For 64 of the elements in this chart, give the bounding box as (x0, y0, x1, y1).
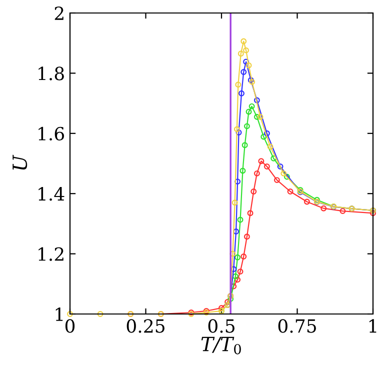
point (240, 38, 247, 44)
point (254, 170, 260, 176)
point (254, 97, 260, 104)
point (228, 296, 234, 302)
y-tick-label: 1.6 (38, 126, 64, 141)
point (243, 47, 250, 54)
point (340, 208, 346, 214)
x-tick-label: 0 (65, 319, 75, 333)
point (244, 234, 250, 240)
y-tick-label: 2 (54, 6, 64, 20)
point (370, 210, 376, 216)
point (67, 311, 73, 317)
point (237, 216, 244, 223)
point (320, 205, 327, 212)
point (277, 164, 284, 170)
x-tick-label: 0.75 (278, 319, 316, 333)
x-tick-label: 0.25 (126, 319, 164, 333)
y-tick-label: 1 (56, 307, 63, 321)
point (218, 304, 224, 311)
y-tick-label: 1.4 (38, 187, 64, 201)
x-tick-label: 1 (369, 319, 376, 333)
point (260, 134, 267, 140)
point (234, 178, 241, 185)
y-axis-title: U (12, 154, 28, 170)
point (240, 168, 246, 174)
y-tick-label: 1.2 (38, 247, 64, 261)
point (234, 126, 240, 132)
point (304, 198, 310, 205)
point (258, 158, 264, 164)
point (247, 210, 254, 216)
point (254, 114, 260, 120)
point (230, 266, 237, 272)
point (240, 254, 247, 260)
point (250, 188, 257, 194)
point (270, 155, 277, 162)
point (238, 90, 244, 96)
point (257, 114, 264, 120)
point (97, 311, 104, 317)
point (264, 130, 270, 136)
point (240, 69, 247, 75)
point (284, 174, 290, 180)
point (280, 170, 287, 176)
point (246, 62, 252, 68)
point (238, 50, 244, 57)
point (233, 228, 240, 235)
point (242, 142, 248, 148)
point (274, 177, 280, 184)
point (287, 188, 294, 194)
point (248, 103, 255, 110)
point (232, 200, 238, 206)
point (267, 144, 274, 150)
point (236, 130, 242, 136)
y-tick-label: 1.8 (38, 66, 64, 80)
x-axis-title: T/T$_{0}$ (201, 336, 241, 354)
point (244, 123, 250, 130)
point (230, 250, 236, 257)
x-tick-label: 0.5 (208, 319, 234, 333)
point (237, 268, 244, 275)
point (234, 276, 241, 283)
point (246, 108, 252, 115)
point (234, 254, 241, 260)
point (243, 58, 250, 65)
point (235, 82, 242, 88)
point (264, 164, 270, 170)
